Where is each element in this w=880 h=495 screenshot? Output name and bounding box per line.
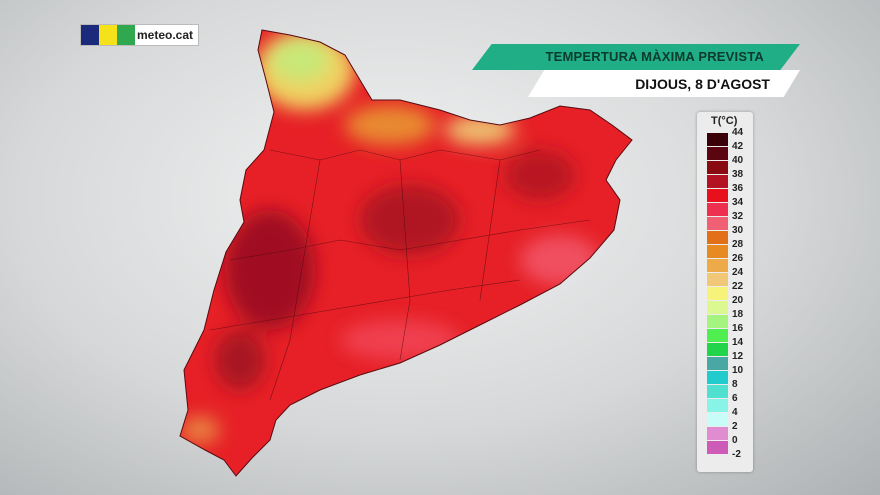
legend-swatch (707, 287, 728, 300)
legend-swatch (707, 329, 728, 342)
hot-zone-west (225, 210, 315, 330)
legend-swatch (707, 245, 728, 258)
legend-swatch (707, 189, 728, 202)
date-banner: DIJOUS, 8 D'AGOST (528, 70, 800, 97)
legend-swatch (707, 301, 728, 314)
logo-text: meteo.cat (137, 28, 194, 42)
legend-swatch (707, 371, 728, 384)
legend-label: 34 (732, 197, 744, 208)
legend-swatch (707, 315, 728, 328)
legend-swatch (707, 231, 728, 244)
logo-flag-icon (81, 25, 99, 45)
legend-label: 0 (732, 435, 738, 446)
legend-label: 38 (732, 169, 744, 180)
legend-swatch (707, 133, 728, 146)
legend-swatch (707, 147, 728, 160)
legend-swatch (707, 273, 728, 286)
legend-label: 8 (732, 379, 738, 390)
legend-swatch (707, 175, 728, 188)
meteocat-logo: meteo.cat (80, 24, 200, 46)
legend-label: 12 (732, 351, 744, 362)
legend-label: 4 (732, 407, 738, 418)
legend-label: 16 (732, 323, 744, 334)
map-title: TEMPERTURA MÀXIMA PREVISTA (545, 49, 764, 64)
legend-label: 32 (732, 211, 744, 222)
legend-swatch (707, 399, 728, 412)
legend-swatch (707, 385, 728, 398)
legend-label: 2 (732, 421, 738, 432)
legend-label: 36 (732, 183, 744, 194)
legend-label: 40 (732, 155, 744, 166)
legend-swatch (707, 413, 728, 426)
legend-label: 10 (732, 365, 744, 376)
comarca-borders (209, 149, 591, 401)
legend-label: 24 (732, 267, 744, 278)
legend-label: 14 (732, 337, 744, 348)
legend-swatch (707, 259, 728, 272)
legend-label: 30 (732, 225, 744, 236)
legend-swatch (707, 427, 728, 440)
legend-swatch (707, 343, 728, 356)
legend-label: -2 (732, 449, 741, 460)
legend-swatch (707, 441, 728, 454)
temperature-legend: T(°C) 44 42 40 38 36 34 32 30 28 26 24 22 20 18 16 14 12… (697, 112, 753, 472)
legend-label: 42 (732, 141, 744, 152)
legend-label: 26 (732, 253, 744, 264)
legend-label: 20 (732, 295, 744, 306)
sun-icon (99, 25, 117, 45)
legend-title: T(°C) (711, 115, 738, 127)
legend-swatch (707, 203, 728, 216)
leaf-icon (117, 25, 135, 45)
legend-swatch (707, 217, 728, 230)
forecast-date: DIJOUS, 8 D'AGOST (635, 76, 770, 92)
legend-swatch (707, 357, 728, 370)
legend-label: 28 (732, 239, 744, 250)
legend-label: 18 (732, 309, 744, 320)
legend-label: 22 (732, 281, 744, 292)
legend-label: 44 (732, 127, 744, 138)
title-banner: TEMPERTURA MÀXIMA PREVISTA (472, 44, 800, 70)
legend-swatch (707, 161, 728, 174)
legend-label: 6 (732, 393, 738, 404)
